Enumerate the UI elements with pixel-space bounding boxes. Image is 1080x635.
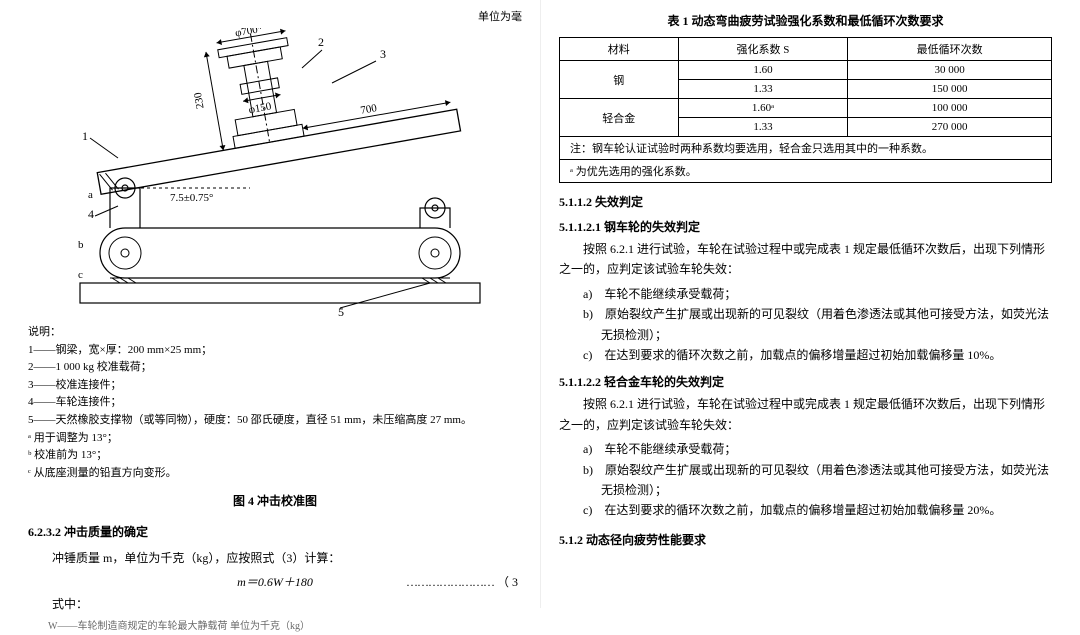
th-material: 材料 [560,38,679,61]
table-note-row: 注：钢车轮认证试验时两种系数均要选用，轻合金只选用其中的一种系数。 [560,137,1052,160]
sec-51122-list: a) 车轮不能继续承受载荷； b) 原始裂纹产生扩展或出现新的可见裂纹（用着色渗… [583,439,1052,521]
th-n: 最低循环次数 [848,38,1052,61]
legend-block: 说明： 1——钢梁，宽×厚：200 mm×25 mm； 2——1 000 kg … [28,324,522,482]
legend-note-b: ᵇ 校准前为 13°； [28,447,522,465]
formula-3: m＝0.6W＋180 …………………… （ 3 [28,573,522,590]
cell-s: 1.60 [678,61,848,80]
list-item: b) 原始裂纹产生扩展或出现新的可见裂纹（用着色渗透法或其他可接受方法，如荧光法… [583,460,1052,501]
th-s: 强化系数 S [678,38,848,61]
angle-label: 7.5±0.75° [170,192,213,204]
list-item: a) 车轮不能继续承受载荷； [583,439,1052,459]
diagram-svg: 1 2 3 4 5 a b c 7.5±0.75° 230 φ700* φ150… [40,28,510,318]
cell-n: 270 000 [848,118,1052,137]
sec-51121-para: 按照 6.2.1 进行试验，车轮在试验过程中或完成表 1 规定最低循环次数后，出… [559,239,1052,280]
table-note-row: ᵃ 为优先选用的强化系数。 [560,160,1052,183]
dim-700: 700 [360,102,379,117]
cell-n: 30 000 [848,61,1052,80]
legend-1: 1——钢梁，宽×厚：200 mm×25 mm； [28,342,522,360]
sec-6232-p1: 冲锤质量 m，单位为千克（kg），应按照式（3）计算： [28,548,522,568]
right-column: 表 1 动态弯曲疲劳试验强化系数和最低循环次数要求 材料 强化系数 S 最低循环… [540,0,1080,608]
left-column: 单位为毫 [0,0,540,608]
table-row: 钢 1.60 30 000 [560,61,1052,80]
legend-3: 3——校准连接件； [28,377,522,395]
note-b: b [78,239,84,251]
callout-2: 2 [318,35,324,49]
cell-n: 100 000 [848,99,1052,118]
cell-mat-steel: 钢 [560,61,679,99]
table-note-2: ᵃ 为优先选用的强化系数。 [560,160,1052,183]
sec-6232-p3: W——车轮制造商规定的车轮最大静载荷 单位为千克（kg） [28,618,522,635]
table-row: 轻合金 1.60ᵃ 100 000 [560,99,1052,118]
equation-number: …………………… （ 3 [406,573,518,590]
callout-1: 1 [82,129,88,143]
sec-51122-heading: 5.1.1.2.2 轻合金车轮的失效判定 [559,373,1052,390]
unit-note: 单位为毫 [28,8,522,24]
cell-s: 1.60ᵃ [678,99,848,118]
note-a: a [88,189,93,201]
note-c: c [78,269,83,281]
sec-51121-heading: 5.1.1.2.1 钢车轮的失效判定 [559,218,1052,235]
sec-5112: 5.1.1.2 失效判定 [559,193,1052,210]
figure-title: 图 4 冲击校准图 [28,492,522,509]
table-head-row: 材料 强化系数 S 最低循环次数 [560,38,1052,61]
list-item: c) 在达到要求的循环次数之前，加载点的偏移增量超过初始加载偏移量 10%。 [583,345,1052,365]
table-1-title: 表 1 动态弯曲疲劳试验强化系数和最低循环次数要求 [559,12,1052,29]
cell-mat-alloy: 轻合金 [560,99,679,137]
formula-text: m＝0.6W＋180 [237,575,313,589]
dim-230: 230 [192,91,207,110]
legend-title: 说明： [28,324,522,342]
list-item: c) 在达到要求的循环次数之前，加载点的偏移增量超过初始加载偏移量 20%。 [583,500,1052,520]
list-item: a) 车轮不能继续承受载荷； [583,284,1052,304]
legend-note-a: ᵃ 用于调整为 13°； [28,430,522,448]
legend-4: 4——车轮连接件； [28,394,522,412]
table-1: 材料 强化系数 S 最低循环次数 钢 1.60 30 000 1.33 150 … [559,37,1052,183]
sec-51122-para: 按照 6.2.1 进行试验，车轮在试验过程中或完成表 1 规定最低循环次数后，出… [559,394,1052,435]
legend-5: 5——天然橡胶支撑物（或等同物），硬度：50 邵氏硬度，直径 51 mm，未压缩… [28,412,522,430]
sec-6232-p2: 式中： [28,594,522,614]
callout-3: 3 [380,47,386,61]
sec-6232-heading: 6.2.3.2 冲击质量的确定 [28,523,522,540]
sec-512: 5.1.2 动态径向疲劳性能要求 [559,531,1052,548]
legend-2: 2——1 000 kg 校准载荷； [28,359,522,377]
legend-note-c: ᶜ 从底座测量的铅直方向变形。 [28,465,522,483]
cell-n: 150 000 [848,80,1052,99]
cell-s: 1.33 [678,80,848,99]
impact-calibration-diagram: 1 2 3 4 5 a b c 7.5±0.75° 230 φ700* φ150… [40,28,510,318]
list-item: b) 原始裂纹产生扩展或出现新的可见裂纹（用着色渗透法或其他可接受方法，如荧光法… [583,304,1052,345]
dim-phi700: φ700* [234,28,264,39]
cell-s: 1.33 [678,118,848,137]
sec-51121-list: a) 车轮不能继续承受载荷； b) 原始裂纹产生扩展或出现新的可见裂纹（用着色渗… [583,284,1052,366]
table-note-1: 注：钢车轮认证试验时两种系数均要选用，轻合金只选用其中的一种系数。 [560,137,1052,160]
callout-4: 4 [88,207,94,221]
